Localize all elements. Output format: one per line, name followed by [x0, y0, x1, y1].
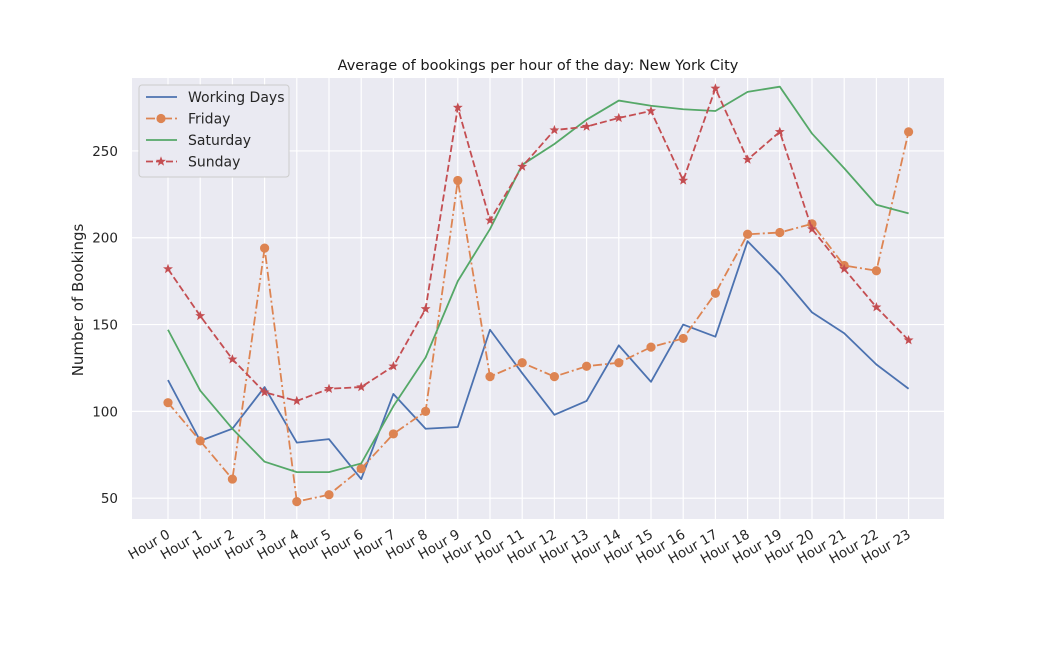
y-axis-label: Number of Bookings — [69, 224, 87, 377]
data-point — [260, 243, 270, 253]
legend-label-saturday: Saturday — [188, 133, 251, 149]
data-point — [324, 490, 334, 500]
data-point — [163, 263, 173, 274]
data-point — [710, 83, 721, 93]
series-line-saturday — [167, 85, 909, 474]
data-point — [163, 398, 173, 408]
data-point — [871, 266, 882, 276]
data-point — [388, 361, 399, 371]
data-point — [291, 395, 302, 406]
data-point — [903, 334, 914, 345]
data-point — [775, 227, 785, 238]
series-line-working-days — [167, 240, 910, 480]
data-point — [871, 301, 882, 312]
data-point — [581, 121, 592, 131]
data-point — [259, 387, 270, 397]
series-saturday — [167, 85, 909, 474]
data-point — [839, 263, 850, 274]
data-point — [485, 372, 495, 382]
data-point — [356, 464, 366, 474]
data-point — [742, 154, 753, 164]
data-point — [549, 124, 560, 135]
legend-box — [138, 84, 290, 178]
data-point — [517, 161, 528, 171]
legend-label-sunday: Sunday — [188, 155, 240, 171]
data-point — [613, 112, 624, 123]
data-point — [807, 223, 817, 234]
data-point — [549, 372, 560, 382]
data-point — [356, 381, 367, 392]
legend-label-working-days: Working Days — [188, 90, 285, 106]
y-tick-label: 250 — [92, 144, 118, 160]
series-working-days — [167, 240, 910, 480]
series-group — [163, 83, 914, 507]
data-point — [582, 361, 592, 371]
series-line-sunday — [167, 87, 910, 402]
data-point — [227, 474, 237, 484]
y-tick-label: 150 — [92, 318, 118, 334]
data-point — [743, 229, 753, 239]
series-sunday — [163, 83, 914, 406]
data-point — [292, 497, 302, 507]
chart-title: Average of bookings per hour of the day:… — [338, 58, 739, 74]
legend-label-friday: Friday — [188, 112, 230, 128]
data-point — [710, 288, 721, 298]
legend-marker-friday — [156, 113, 166, 124]
data-point — [774, 126, 785, 137]
data-point — [904, 127, 914, 137]
data-point — [517, 358, 527, 368]
y-tick-label: 50 — [101, 491, 118, 507]
data-point — [453, 175, 463, 186]
data-point — [324, 383, 334, 393]
data-point — [646, 342, 656, 352]
data-point — [614, 358, 624, 368]
data-point — [452, 102, 463, 112]
series-line-friday — [167, 131, 910, 503]
data-point — [195, 310, 206, 321]
data-point — [485, 215, 495, 225]
legend-marker-sunday — [156, 156, 166, 166]
y-tick-labels: 50 100 150 200 250 — [92, 144, 118, 507]
y-tick-label: 200 — [92, 231, 118, 247]
data-point — [678, 333, 688, 344]
legend: Working Days Friday Saturday Sunday — [138, 84, 290, 178]
data-point — [227, 354, 238, 364]
data-point — [646, 105, 656, 116]
data-point — [421, 406, 431, 416]
y-tick-label: 100 — [92, 404, 118, 420]
data-point — [678, 175, 689, 185]
data-point — [420, 303, 431, 314]
data-point — [388, 429, 398, 439]
data-point — [195, 436, 205, 446]
